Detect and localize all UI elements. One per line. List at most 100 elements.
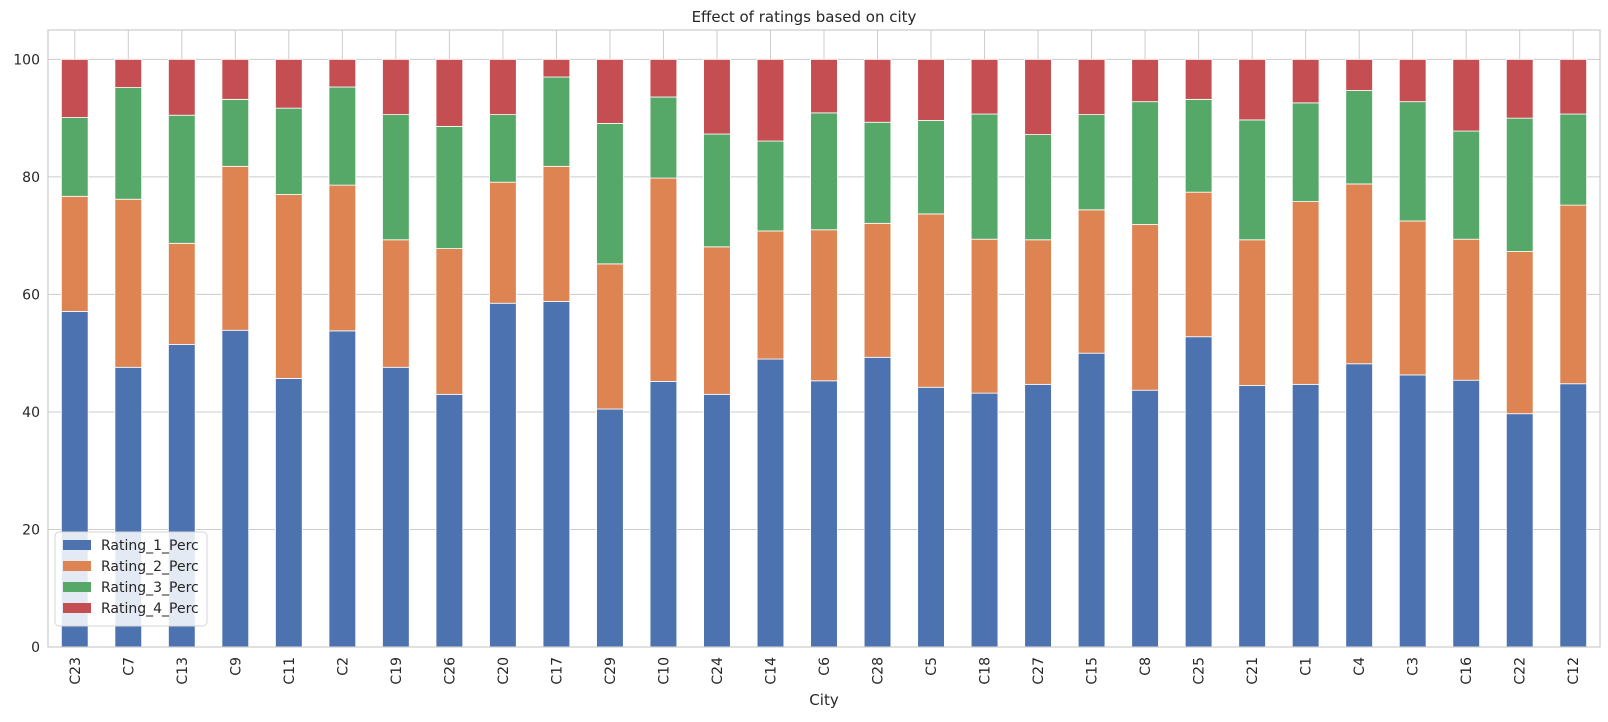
bar-segment-c21-rating-2 — [1238, 239, 1266, 386]
x-tick-label: C16 — [1459, 657, 1475, 685]
bar-segment-c1-rating-1 — [1291, 383, 1320, 648]
x-tick-label: C22 — [1513, 657, 1529, 685]
bar-segment-c27-rating-3 — [1024, 134, 1052, 241]
bar-segment-c12-rating-4 — [1559, 58, 1588, 115]
x-tick-label: C25 — [1192, 657, 1208, 685]
x-tick-label: C26 — [442, 657, 458, 685]
x-tick-label: C5 — [924, 657, 940, 676]
y-tick-label: 20 — [22, 522, 40, 538]
bar-segment-c22-rating-4 — [1505, 58, 1534, 119]
bar-segment-c17-rating-1 — [542, 301, 571, 648]
bar-segment-c4-rating-3 — [1345, 90, 1373, 185]
bar-segment-c12-rating-1 — [1559, 383, 1588, 648]
bar-segment-c12-rating-3 — [1559, 113, 1588, 206]
bar-segment-c18-rating-1 — [970, 392, 999, 648]
bar-segment-c26-rating-3 — [435, 125, 464, 249]
bar-segment-c20-rating-2 — [489, 181, 517, 304]
bar-segment-c17-rating-3 — [542, 76, 571, 167]
bar-segment-c27-rating-4 — [1024, 58, 1052, 135]
x-tick-label: C1 — [1299, 657, 1315, 676]
bar-segment-c2-rating-4 — [328, 58, 357, 88]
bar-segment-c3-rating-4 — [1398, 58, 1427, 103]
bar-segment-c23-rating-3 — [60, 117, 89, 197]
bar-segment-c21-rating-4 — [1238, 58, 1266, 121]
bar-segment-c20-rating-1 — [489, 302, 517, 648]
bar-segment-c18-rating-3 — [970, 113, 999, 240]
legend-swatch — [63, 561, 91, 571]
bar-segment-c2-rating-1 — [328, 330, 357, 648]
bar-segment-c1-rating-3 — [1291, 102, 1320, 202]
bar-segment-c14-rating-4 — [756, 58, 785, 142]
bar-segment-c29-rating-3 — [596, 123, 624, 265]
y-tick-label: 40 — [22, 405, 40, 421]
bar-segment-c19-rating-3 — [382, 114, 410, 241]
bar-segment-c28-rating-1 — [863, 356, 892, 648]
bar-segment-c19-rating-2 — [382, 239, 410, 368]
legend-label: Rating_3_Perc — [101, 580, 199, 596]
bar-segment-c5-rating-3 — [917, 120, 945, 215]
bar-segment-c24-rating-1 — [703, 393, 731, 648]
bar-segment-c25-rating-1 — [1184, 336, 1213, 648]
bar-segment-c19-rating-1 — [382, 366, 410, 648]
bar-segment-c16-rating-3 — [1452, 130, 1480, 240]
bar-segment-c3-rating-3 — [1398, 101, 1427, 222]
y-tick-label: 100 — [13, 52, 40, 68]
x-axis-ticks: C23 C7 C13 C9 C11 C2 C19 C26 C20 C17 C29 C10 C24 C14 C… — [68, 657, 1582, 685]
bar-segment-c3-rating-1 — [1398, 374, 1427, 648]
bar-segment-c24-rating-3 — [703, 133, 731, 248]
legend-swatch — [63, 582, 91, 592]
bar-segment-c14-rating-2 — [756, 230, 785, 360]
bar-segment-c27-rating-1 — [1024, 383, 1052, 648]
legend: Rating_1_Perc Rating_2_Perc Rating_3_Perc R… — [54, 531, 208, 627]
bar-segment-c17-rating-4 — [542, 58, 571, 78]
bar-segment-c15-rating-3 — [1077, 114, 1106, 211]
bar-segment-c10-rating-2 — [649, 177, 678, 382]
bar-segment-c10-rating-1 — [649, 380, 678, 648]
bar-segment-c6-rating-2 — [810, 229, 838, 382]
bar-segment-c26-rating-4 — [435, 58, 464, 127]
x-tick-label: C10 — [656, 657, 672, 685]
bar-segment-c11-rating-3 — [275, 107, 303, 195]
legend-box — [54, 531, 208, 627]
bar-segment-c5-rating-4 — [917, 58, 945, 121]
bar-segment-c11-rating-2 — [275, 194, 303, 379]
plot-frame — [47, 29, 1601, 648]
legend-swatch — [63, 603, 91, 613]
x-tick-label: C4 — [1352, 657, 1368, 676]
bar-segment-c18-rating-4 — [970, 58, 999, 115]
x-axis-label: City — [809, 691, 839, 709]
bar-segment-c12-rating-2 — [1559, 204, 1588, 385]
bar-segment-c5-rating-1 — [917, 386, 945, 648]
x-tick-label: C2 — [335, 657, 351, 676]
bar-segment-c10-rating-3 — [649, 96, 678, 179]
bar-segment-c16-rating-1 — [1452, 379, 1480, 648]
bar-segment-c18-rating-2 — [970, 238, 999, 394]
bar-segment-c22-rating-2 — [1505, 251, 1534, 415]
x-tick-label: C14 — [763, 657, 779, 685]
bar-segment-c8-rating-1 — [1131, 389, 1159, 648]
bar-segment-c17-rating-2 — [542, 165, 571, 302]
x-tick-label: C3 — [1406, 657, 1422, 676]
bar-segment-c7-rating-3 — [114, 87, 143, 200]
bar-segment-c15-rating-4 — [1077, 58, 1106, 116]
bar-segment-c24-rating-2 — [703, 246, 731, 395]
bar-segment-c5-rating-2 — [917, 213, 945, 388]
chart-title: Effect of ratings based on city — [692, 8, 917, 26]
bar-segment-c8-rating-4 — [1131, 58, 1159, 103]
bar-segment-c10-rating-4 — [649, 58, 678, 98]
x-tick-label: C12 — [1566, 657, 1582, 685]
bar-segment-c1-rating-2 — [1291, 201, 1320, 385]
legend-label: Rating_1_Perc — [101, 538, 199, 554]
bar-segment-c29-rating-1 — [596, 408, 624, 648]
bar-segment-c25-rating-3 — [1184, 98, 1213, 193]
bar-segment-c20-rating-4 — [489, 58, 517, 116]
bar-segment-c16-rating-2 — [1452, 238, 1480, 381]
bar-segment-c4-rating-1 — [1345, 363, 1373, 648]
x-tick-label: C15 — [1085, 657, 1101, 685]
legend-label: Rating_2_Perc — [101, 559, 199, 575]
bar-segment-c19-rating-4 — [382, 58, 410, 116]
x-tick-label: C13 — [175, 657, 191, 685]
x-tick-label: C8 — [1138, 657, 1154, 676]
bar-segment-c7-rating-2 — [114, 198, 143, 368]
